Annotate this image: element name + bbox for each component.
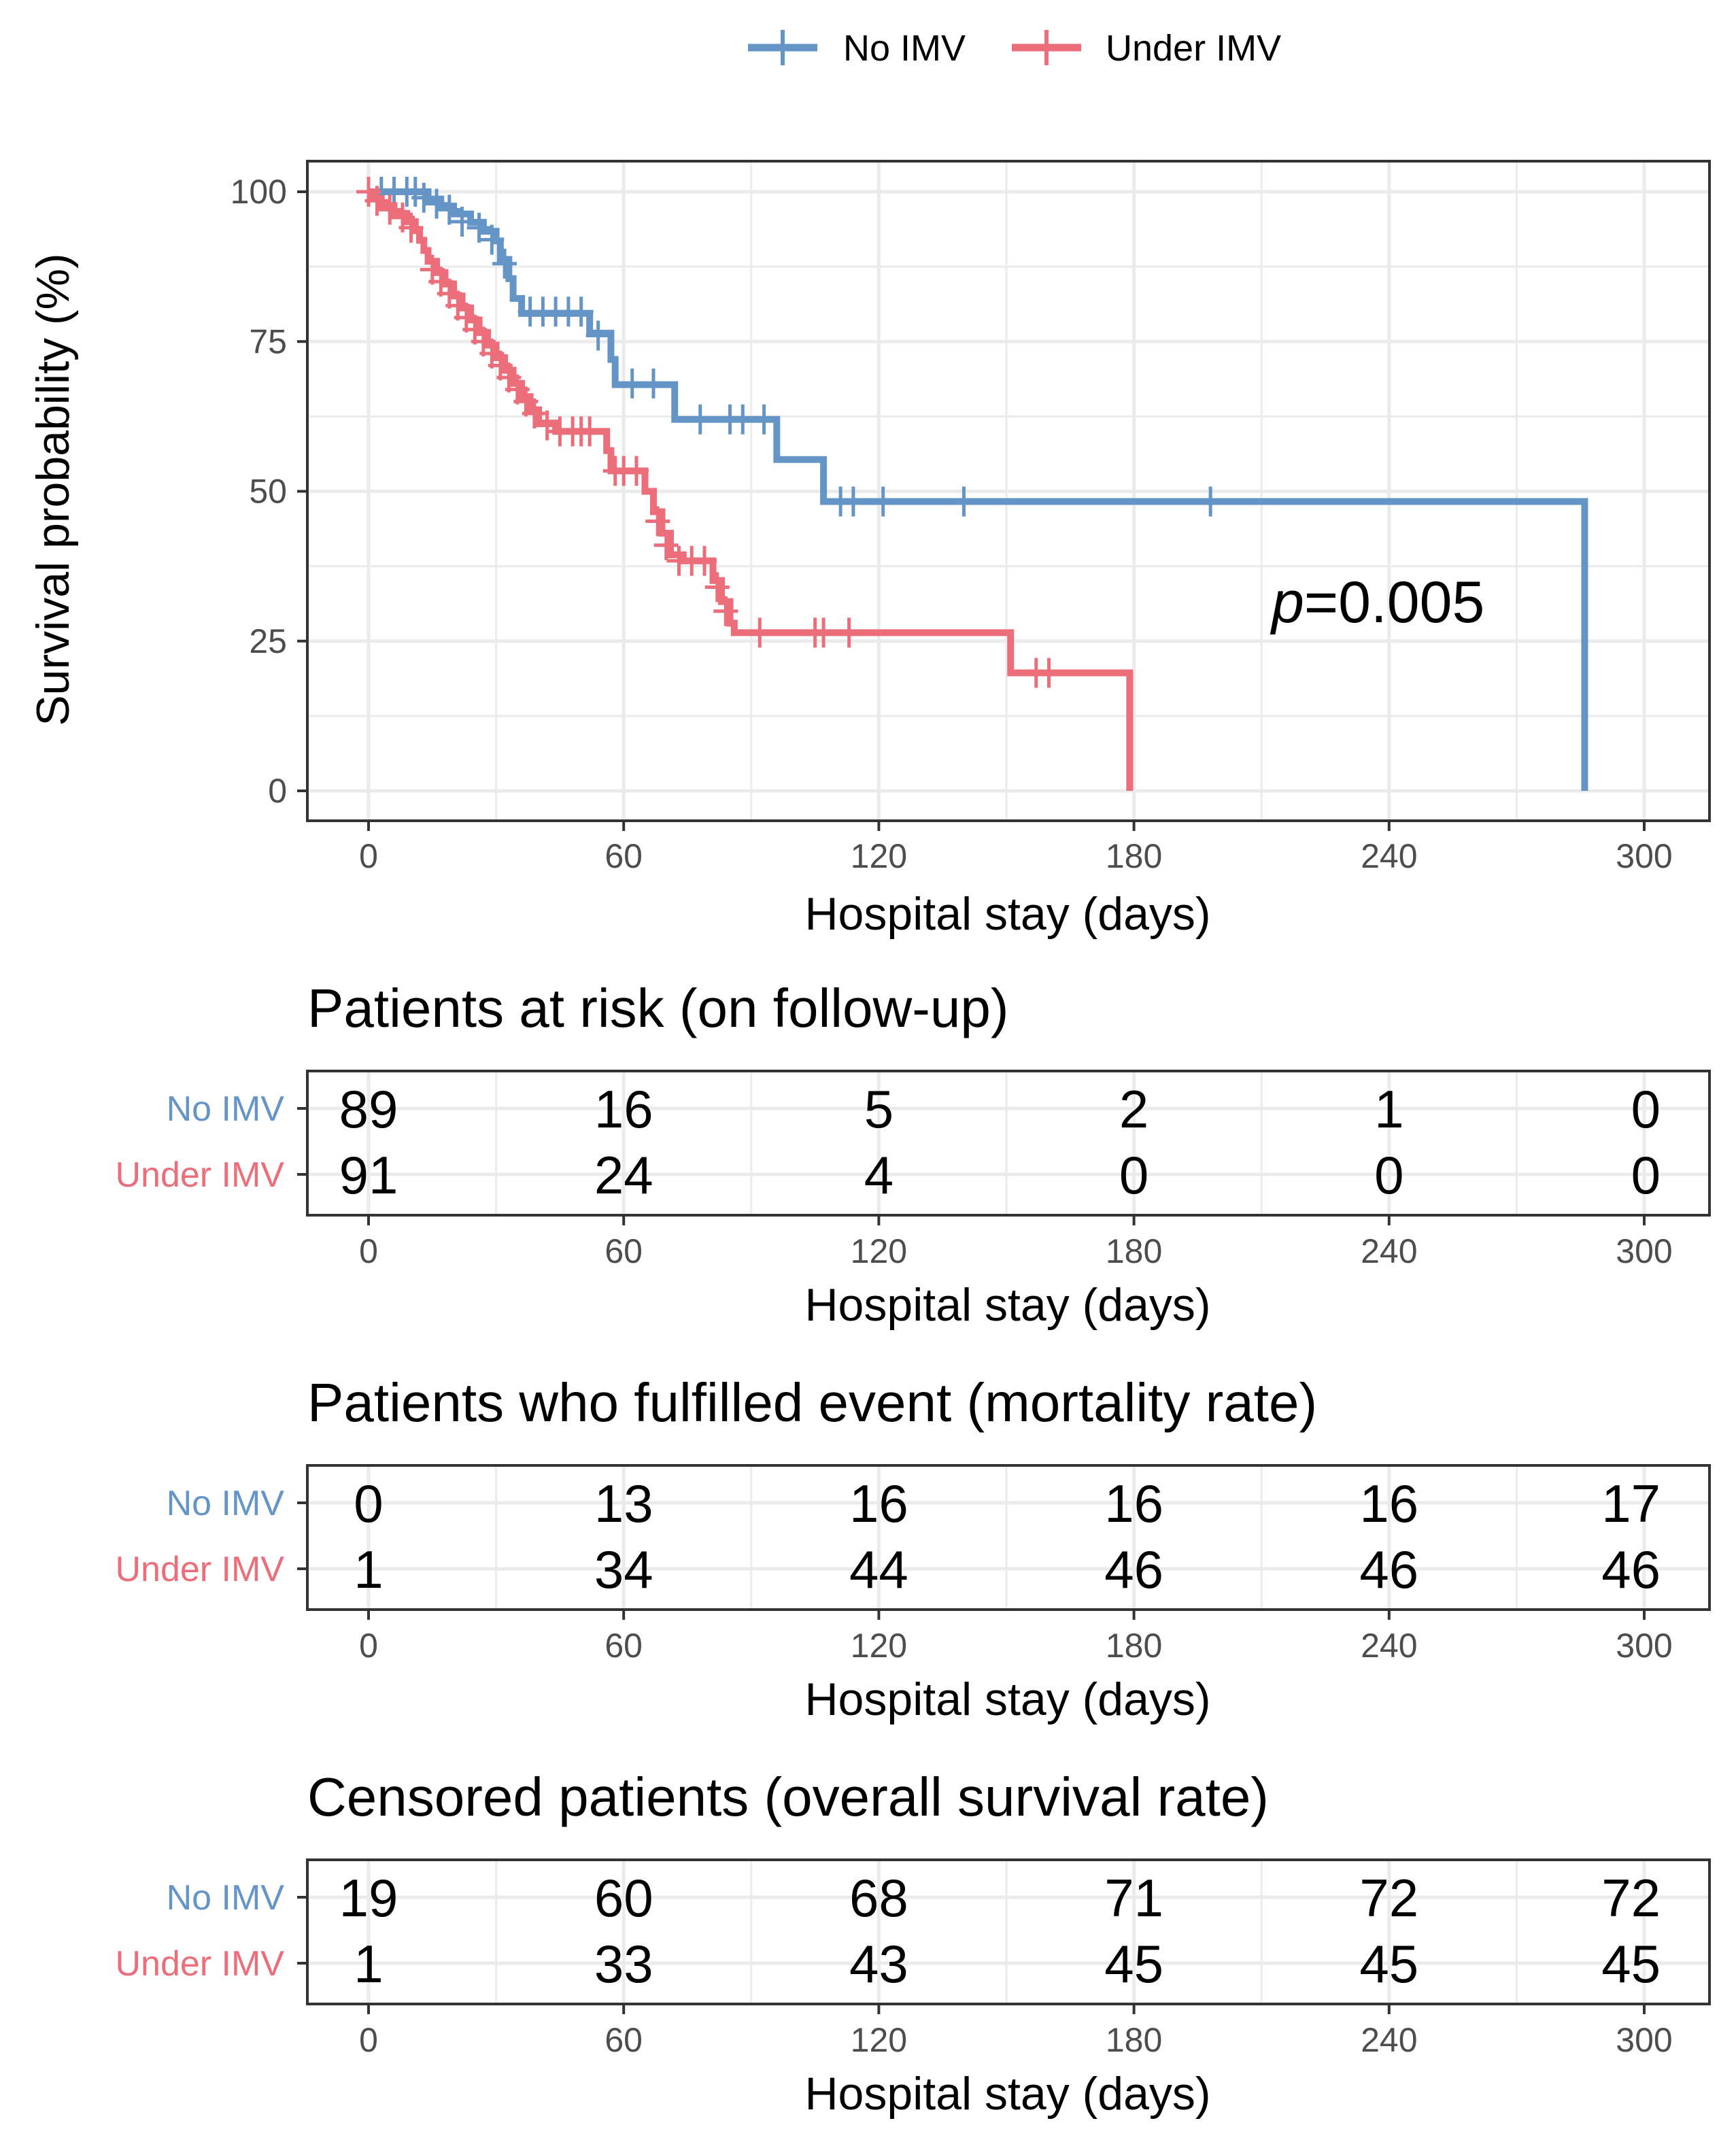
risk-table-cell: 46	[1104, 1540, 1163, 1599]
table-x-tick-label: 240	[1361, 1627, 1417, 1665]
risk-table-cell: 0	[1631, 1145, 1661, 1205]
legend-label-under-imv: Under IMV	[1106, 28, 1281, 69]
risk-table-cell: 45	[1601, 1934, 1661, 1994]
y-tick-label: 25	[249, 622, 287, 660]
table-x-tick-label: 0	[359, 1627, 378, 1665]
risk-table-title: Patients at risk (on follow-up)	[307, 978, 1009, 1038]
table-x-tick-label: 180	[1106, 1232, 1162, 1270]
p-value-text: =0.005	[1304, 570, 1484, 635]
p-value-annotation: p=0.005	[1270, 570, 1484, 635]
risk-table-title: Patients who fulfilled event (mortality …	[307, 1372, 1317, 1433]
table-x-tick-label: 300	[1616, 1627, 1672, 1665]
risk-table-3: Censored patients (overall survival rate…	[115, 1767, 1711, 2120]
risk-table-cell: 16	[1359, 1474, 1418, 1533]
risk-table-cell: 68	[849, 1868, 908, 1928]
km-plot: 0 60 120 180 240 300 100 75 50 25 0 p=0.005 Surviv…	[27, 160, 1711, 940]
risk-table-cell: 16	[1104, 1474, 1163, 1533]
table-x-tick-label: 240	[1361, 2021, 1417, 2059]
km-axis-ticks: 0 60 120 180 240 300 100 75 50 25 0	[231, 173, 1673, 875]
legend: No IMV Under IMV	[748, 28, 1281, 69]
risk-table-cell: 24	[594, 1145, 653, 1205]
risk-table-cell: 0	[1631, 1079, 1661, 1139]
km-curve-under-imv	[369, 188, 1134, 791]
y-tick-label: 0	[268, 772, 287, 810]
risk-table-cell: 89	[339, 1079, 398, 1139]
legend-label-no-imv: No IMV	[843, 28, 966, 69]
table-x-tick-label: 120	[851, 1232, 907, 1270]
risk-table-cell: 4	[864, 1145, 893, 1205]
table-x-tick-label: 120	[851, 2021, 907, 2059]
table-x-tick-label: 300	[1616, 2021, 1672, 2059]
risk-table-group-label: Under IMV	[115, 1944, 284, 1984]
risk-table-cell: 43	[849, 1934, 908, 1994]
risk-table-cell: 0	[1374, 1145, 1403, 1205]
table-x-tick-label: 0	[359, 2021, 378, 2059]
x-tick-label: 300	[1616, 837, 1672, 875]
risk-table-group-label: No IMV	[167, 1089, 285, 1129]
table-x-tick-label: 60	[605, 1232, 643, 1270]
table-x-tick-label: 60	[605, 1627, 643, 1665]
risk-table-border	[306, 1070, 1711, 1217]
p-value-prefix: p	[1270, 570, 1304, 635]
risk-table-cell: 45	[1104, 1934, 1163, 1994]
risk-table-border	[306, 1464, 1711, 1611]
x-tick-label: 0	[359, 837, 378, 875]
risk-table-cell: 17	[1601, 1474, 1661, 1533]
km-gridlines	[307, 161, 1709, 821]
x-tick-label: 60	[605, 837, 643, 875]
table-x-axis-title: Hospital stay (days)	[804, 1674, 1210, 1725]
table-x-tick-label: 240	[1361, 1232, 1417, 1270]
risk-tables: Patients at risk (on follow-up) No IMV 89 1…	[115, 978, 1711, 2120]
table-x-axis-title: Hospital stay (days)	[804, 1279, 1210, 1331]
risk-table-cell: 1	[354, 1934, 383, 1994]
risk-table-cell: 5	[864, 1079, 893, 1139]
table-x-tick-label: 180	[1106, 1627, 1162, 1665]
km-curves	[356, 177, 1588, 791]
table-x-axis-title: Hospital stay (days)	[804, 2068, 1210, 2120]
risk-table-cell: 46	[1359, 1540, 1418, 1599]
risk-table-cell: 33	[594, 1934, 653, 1994]
table-x-tick-label: 120	[851, 1627, 907, 1665]
risk-table-cell: 91	[339, 1145, 398, 1205]
risk-table-group-label: No IMV	[167, 1878, 285, 1918]
risk-table-cell: 19	[339, 1868, 398, 1928]
table-x-tick-label: 180	[1106, 2021, 1162, 2059]
risk-table-cell: 16	[594, 1079, 653, 1139]
km-x-axis-title: Hospital stay (days)	[804, 888, 1210, 940]
risk-table-group-label: Under IMV	[115, 1550, 284, 1589]
risk-table-cell: 13	[594, 1474, 653, 1533]
risk-table-border	[306, 1858, 1711, 2005]
y-tick-label: 50	[249, 473, 287, 511]
risk-table-cell: 0	[1119, 1145, 1148, 1205]
km-y-axis-title: Survival probability (%)	[27, 253, 79, 726]
y-tick-label: 100	[231, 173, 287, 211]
y-tick-label: 75	[249, 322, 287, 360]
risk-table-cell: 2	[1119, 1079, 1148, 1139]
table-x-tick-label: 300	[1616, 1232, 1672, 1270]
risk-table-1: Patients at risk (on follow-up) No IMV 89 1…	[115, 978, 1711, 1331]
risk-table-cell: 45	[1359, 1934, 1418, 1994]
risk-table-cell: 16	[849, 1474, 908, 1533]
risk-table-2: Patients who fulfilled event (mortality …	[115, 1372, 1711, 1725]
risk-table-cell: 1	[354, 1540, 383, 1599]
risk-table-cell: 72	[1601, 1868, 1661, 1928]
x-tick-label: 120	[851, 837, 907, 875]
risk-table-cell: 72	[1359, 1868, 1418, 1928]
x-tick-label: 240	[1361, 837, 1417, 875]
risk-table-cell: 1	[1374, 1079, 1403, 1139]
table-x-tick-label: 60	[605, 2021, 643, 2059]
risk-table-cell: 46	[1601, 1540, 1661, 1599]
risk-table-cell: 0	[354, 1474, 383, 1533]
table-x-tick-label: 0	[359, 1232, 378, 1270]
risk-table-cell: 60	[594, 1868, 653, 1928]
risk-table-cell: 71	[1104, 1868, 1163, 1928]
risk-table-group-label: Under IMV	[115, 1155, 284, 1195]
risk-table-group-label: No IMV	[167, 1484, 285, 1523]
x-tick-label: 180	[1106, 837, 1162, 875]
risk-table-cell: 44	[849, 1540, 908, 1599]
risk-table-cell: 34	[594, 1540, 653, 1599]
risk-table-title: Censored patients (overall survival rate…	[307, 1767, 1269, 1827]
